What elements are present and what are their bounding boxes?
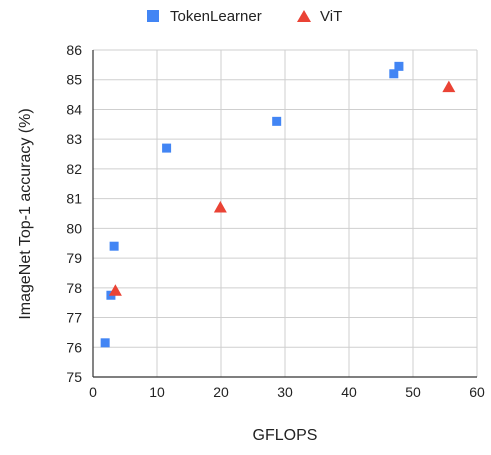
y-tick-label-76: 76 bbox=[66, 339, 82, 355]
point-vit-0 bbox=[108, 284, 122, 296]
y-tick-label-84: 84 bbox=[66, 101, 82, 117]
point-vit-1 bbox=[213, 201, 227, 213]
axes bbox=[92, 50, 477, 378]
legend-marker-vit bbox=[297, 10, 311, 22]
y-tick-label-78: 78 bbox=[66, 280, 82, 296]
x-tick-label-0: 0 bbox=[89, 384, 97, 400]
point-tokenlearner-2 bbox=[109, 241, 119, 251]
y-tick-label-81: 81 bbox=[66, 191, 82, 207]
tick-labels: 0 10 20 30 40 50 60 75 76 77 78 79 80 81 82 83 84 85 86 bbox=[66, 42, 485, 400]
x-tick-label-30: 30 bbox=[277, 384, 293, 400]
x-tick-label-50: 50 bbox=[405, 384, 421, 400]
x-tick-label-20: 20 bbox=[213, 384, 229, 400]
y-tick-label-77: 77 bbox=[66, 310, 82, 326]
x-tick-label-60: 60 bbox=[469, 384, 485, 400]
y-tick-label-80: 80 bbox=[66, 220, 82, 236]
x-axis-title: GFLOPS bbox=[253, 427, 318, 444]
point-tokenlearner-0 bbox=[100, 338, 110, 348]
y-tick-label-86: 86 bbox=[66, 42, 82, 58]
x-tick-label-10: 10 bbox=[149, 384, 165, 400]
point-vit-2 bbox=[442, 80, 456, 93]
y-axis-title: ImageNet Top-1 accuracy (%) bbox=[17, 108, 34, 319]
point-tokenlearner-5 bbox=[389, 69, 399, 79]
legend-label-vit: ViT bbox=[320, 8, 342, 25]
point-tokenlearner-4 bbox=[272, 116, 282, 126]
y-tick-label-75: 75 bbox=[66, 369, 82, 385]
x-tick-label-40: 40 bbox=[341, 384, 357, 400]
y-tick-label-83: 83 bbox=[66, 131, 82, 147]
data-points bbox=[100, 61, 456, 348]
grid bbox=[93, 49, 478, 377]
y-tick-label-82: 82 bbox=[66, 161, 82, 177]
y-tick-label-79: 79 bbox=[66, 250, 82, 266]
y-tick-label-85: 85 bbox=[66, 72, 82, 88]
point-tokenlearner-3 bbox=[162, 143, 172, 153]
legend-marker-tokenlearner bbox=[147, 10, 159, 22]
legend-label-tokenlearner: TokenLearner bbox=[170, 8, 262, 25]
legend: TokenLearner ViT bbox=[147, 8, 342, 25]
point-tokenlearner-6 bbox=[394, 61, 404, 71]
